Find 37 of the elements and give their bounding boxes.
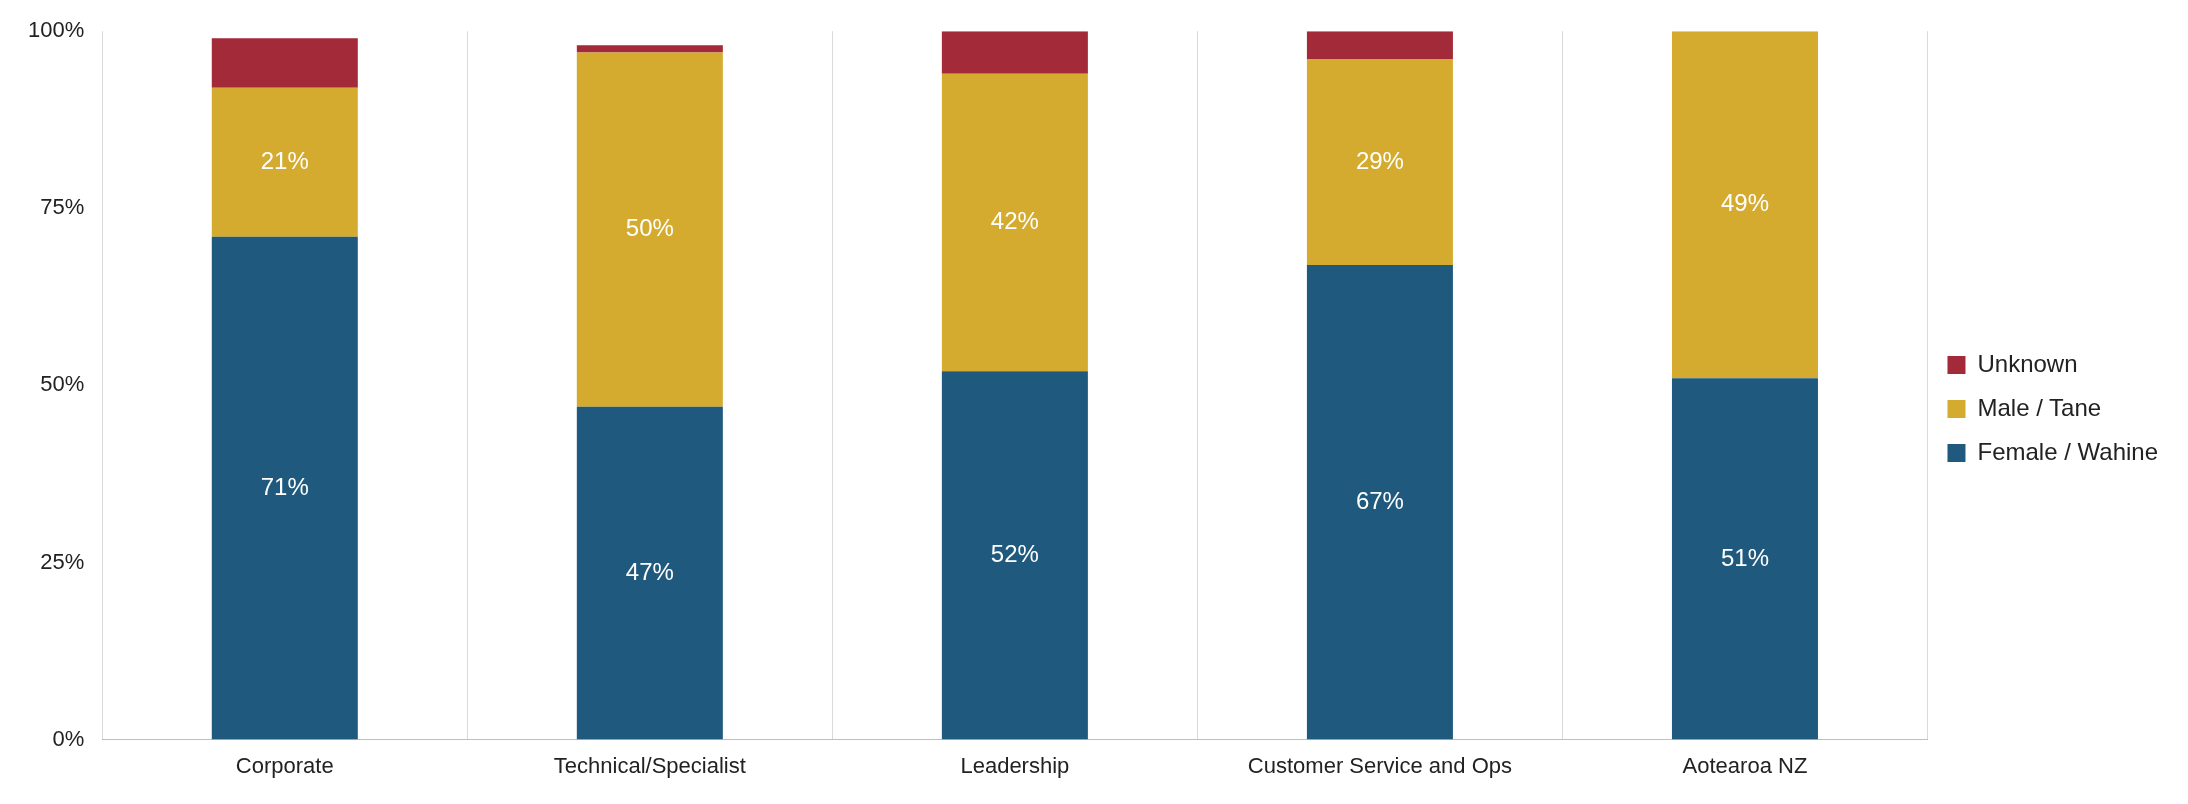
legend-label: Male / Tane (1977, 393, 2102, 421)
bar (1306, 31, 1453, 60)
bar (211, 38, 358, 88)
bar (1671, 31, 1818, 379)
x-tick-label: Corporate (235, 752, 334, 778)
data-label: 47% (625, 557, 674, 585)
data-label: 49% (1720, 189, 1769, 217)
bar (1306, 59, 1453, 265)
x-tick-label: Technical/Specialist (553, 752, 746, 778)
y-tick-label: 50% (40, 371, 85, 397)
data-label: 71% (260, 472, 309, 500)
data-label: 67% (1355, 486, 1404, 514)
data-label: 21% (260, 146, 309, 174)
bar (211, 236, 358, 740)
y-tick-label: 0% (52, 725, 85, 751)
bar (576, 406, 723, 740)
bar (211, 87, 358, 237)
data-label: 50% (625, 214, 674, 242)
data-label: 42% (990, 207, 1039, 235)
bar (941, 31, 1088, 74)
y-tick-label: 25% (40, 548, 85, 574)
data-label: 51% (1720, 543, 1769, 571)
data-label: 29% (1355, 146, 1404, 174)
legend-label: Female / Wahine (1977, 437, 2158, 465)
x-tick-label: Aotearoa NZ (1682, 752, 1808, 778)
bar (941, 371, 1088, 740)
bar (576, 52, 723, 407)
y-tick-label: 75% (40, 194, 85, 220)
bar (1671, 378, 1818, 740)
x-tick-label: Customer Service and Ops (1247, 752, 1512, 778)
bar (941, 73, 1088, 372)
x-tick-label: Leadership (960, 752, 1070, 778)
data-label: 52% (990, 540, 1039, 568)
y-tick-label: 100% (27, 17, 85, 43)
bar (1306, 264, 1453, 740)
bar (576, 45, 723, 53)
legend-label: Unknown (1977, 349, 2078, 377)
